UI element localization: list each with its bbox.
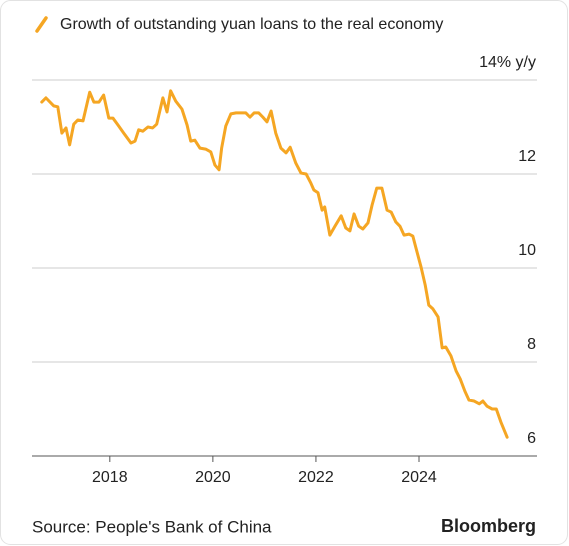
line-series: [40, 89, 509, 439]
legend-label: Growth of outstanding yuan loans to the …: [60, 16, 443, 33]
y-tick-label: 8: [527, 336, 536, 353]
y-tick-label: 14% y/y: [479, 54, 536, 71]
y-tick-label: 12: [518, 148, 536, 165]
source: Source: People's Bank of China: [32, 517, 272, 536]
y-tick-label: 10: [518, 242, 536, 259]
x-tick-label: 2022: [298, 469, 334, 486]
x-tick-label: 2018: [92, 469, 128, 486]
y-tick-label: 6: [527, 430, 536, 447]
x-tick-label: 2024: [401, 469, 437, 486]
legend-icon: [35, 16, 48, 33]
brand: Bloomberg: [441, 516, 536, 536]
x-tick-label: 2020: [195, 469, 231, 486]
